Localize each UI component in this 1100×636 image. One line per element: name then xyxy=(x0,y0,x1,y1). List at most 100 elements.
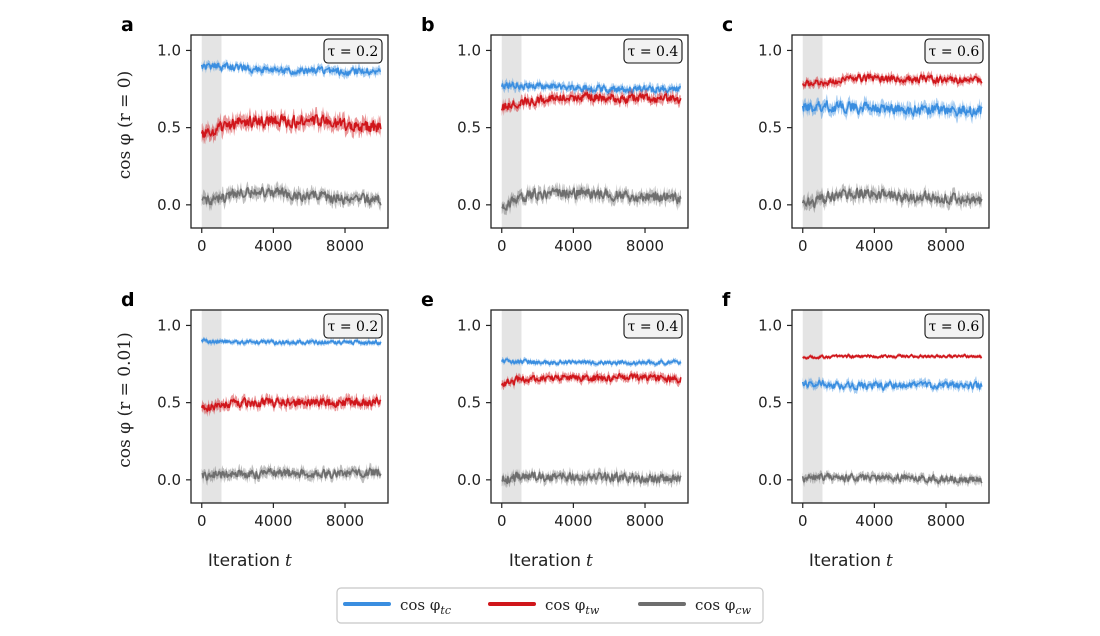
tau-label: τ = 0.6 xyxy=(929,44,980,60)
legend-label-tc: cos φtc xyxy=(400,596,451,617)
axes-frame xyxy=(490,309,689,504)
axes-frame xyxy=(791,309,990,504)
y-tick-label: 1.0 xyxy=(457,316,481,334)
panels-group: 0 4000 8000 0.0 0.5 1.0 a τ = 0.2 0 4000 8000 0.0 0.… xyxy=(121,14,990,530)
x-tick-label: 4000 xyxy=(855,237,893,255)
series-band-tc xyxy=(201,58,381,80)
y-tick-label: 0.5 xyxy=(758,394,782,412)
y-tick-label: 0.5 xyxy=(457,119,481,137)
axes-frame xyxy=(791,34,990,229)
x-tick-label: 0 xyxy=(497,237,507,255)
tau-box xyxy=(323,38,383,64)
x-tick-label: 0 xyxy=(798,237,808,255)
y-tick-label: 0.5 xyxy=(758,119,782,137)
legend-label-cw: cos φcw xyxy=(695,596,752,617)
series-line-tc xyxy=(801,379,983,391)
panel-letter: e xyxy=(421,289,434,311)
x-tick-label: 8000 xyxy=(927,237,965,255)
series-line-tc xyxy=(801,100,983,118)
tau-label: τ = 0.4 xyxy=(628,44,679,60)
x-tick-label: 8000 xyxy=(326,512,364,530)
series-line-cw xyxy=(801,472,983,485)
y-tick-label: 0.0 xyxy=(758,196,782,214)
xlabel-var: t xyxy=(285,551,292,571)
xlabel-col-1: Iteration t xyxy=(208,551,292,571)
axes-frame xyxy=(190,309,389,504)
y-tick-label: 0.5 xyxy=(157,394,181,412)
tau-box xyxy=(623,38,683,64)
panel-letter: f xyxy=(722,289,731,311)
series-line-cw xyxy=(201,467,382,481)
panel-letter: a xyxy=(121,14,134,36)
panel-letter: d xyxy=(121,289,135,311)
panel-f: 0 4000 8000 0.0 0.5 1.0 f τ = 0.6 xyxy=(722,289,990,530)
axes-frame xyxy=(190,34,389,229)
legend: cos φtc cos φtw cos φcw xyxy=(336,587,764,624)
x-tick-label: 0 xyxy=(197,237,207,255)
legend-entry-tc: cos φtc xyxy=(343,596,451,617)
row-1-ylabel: cos φ (r = 0) xyxy=(115,71,135,179)
tau-label: τ = 0.2 xyxy=(328,319,379,335)
x-tick-label: 8000 xyxy=(326,237,364,255)
series-line-tw xyxy=(200,114,382,138)
x-tick-label: 8000 xyxy=(626,512,664,530)
y-tick-label: 0.0 xyxy=(758,471,782,489)
tau-box xyxy=(323,313,383,339)
x-tick-label: 4000 xyxy=(554,237,592,255)
y-tick-label: 1.0 xyxy=(157,316,181,334)
y-tick-label: 1.0 xyxy=(758,316,782,334)
xlabel-var: t xyxy=(586,551,593,571)
y-tick-label: 0.0 xyxy=(157,471,181,489)
y-tick-label: 0.0 xyxy=(457,471,481,489)
series-line-tw xyxy=(500,91,682,111)
y-tick-label: 0.5 xyxy=(157,119,181,137)
legend-label-tw: cos φtw xyxy=(545,596,600,617)
tau-box xyxy=(924,38,984,64)
panel-letter: c xyxy=(722,14,733,36)
series-line-cw xyxy=(201,186,382,206)
series-line-tw xyxy=(802,353,983,360)
axes-frame xyxy=(490,34,689,229)
x-tick-label: 0 xyxy=(197,512,207,530)
tau-box xyxy=(623,313,683,339)
xlabel-text: Iteration xyxy=(509,551,581,571)
x-tick-label: 4000 xyxy=(254,237,292,255)
series-line-tc xyxy=(200,62,381,76)
series-line-tc xyxy=(500,358,682,366)
y-tick-label: 0.5 xyxy=(457,394,481,412)
series-line-tw xyxy=(500,372,682,387)
series-band-tw xyxy=(201,392,381,417)
legend-frame xyxy=(336,587,764,624)
x-tick-label: 4000 xyxy=(855,512,893,530)
panel-c: 0 4000 8000 0.0 0.5 1.0 c τ = 0.6 xyxy=(722,14,990,255)
xlabel-col-2: Iteration t xyxy=(509,551,593,571)
xlabel-col-3: Iteration t xyxy=(809,551,893,571)
series-line-tc xyxy=(200,338,382,346)
series-line-tw xyxy=(801,73,983,87)
row-2-ylabel: cos φ (r = 0.01) xyxy=(115,332,135,468)
x-tick-label: 0 xyxy=(798,512,808,530)
legend-entry-cw: cos φcw xyxy=(638,596,752,617)
x-tick-label: 0 xyxy=(497,512,507,530)
tau-label: τ = 0.6 xyxy=(929,319,980,335)
y-tick-label: 0.0 xyxy=(457,196,481,214)
burn-in-region xyxy=(501,310,522,503)
series-line-tw xyxy=(200,396,382,412)
series-band-tw xyxy=(501,87,681,117)
series-line-cw xyxy=(801,187,983,209)
y-tick-label: 0.0 xyxy=(157,196,181,214)
panel-e: 0 4000 8000 0.0 0.5 1.0 e τ = 0.4 xyxy=(421,289,689,530)
series-line-tc xyxy=(500,81,682,94)
xlabel-text: Iteration xyxy=(809,551,881,571)
panel-b: 0 4000 8000 0.0 0.5 1.0 b τ = 0.4 xyxy=(421,14,689,255)
panel-d: 0 4000 8000 0.0 0.5 1.0 d τ = 0.2 xyxy=(121,289,389,530)
tau-label: τ = 0.2 xyxy=(328,44,379,60)
x-tick-label: 4000 xyxy=(554,512,592,530)
panel-letter: b xyxy=(421,14,435,36)
y-tick-label: 1.0 xyxy=(758,41,782,59)
x-tick-label: 8000 xyxy=(927,512,965,530)
legend-entry-tw: cos φtw xyxy=(488,596,600,617)
y-tick-label: 1.0 xyxy=(157,41,181,59)
series-line-cw xyxy=(501,187,682,211)
